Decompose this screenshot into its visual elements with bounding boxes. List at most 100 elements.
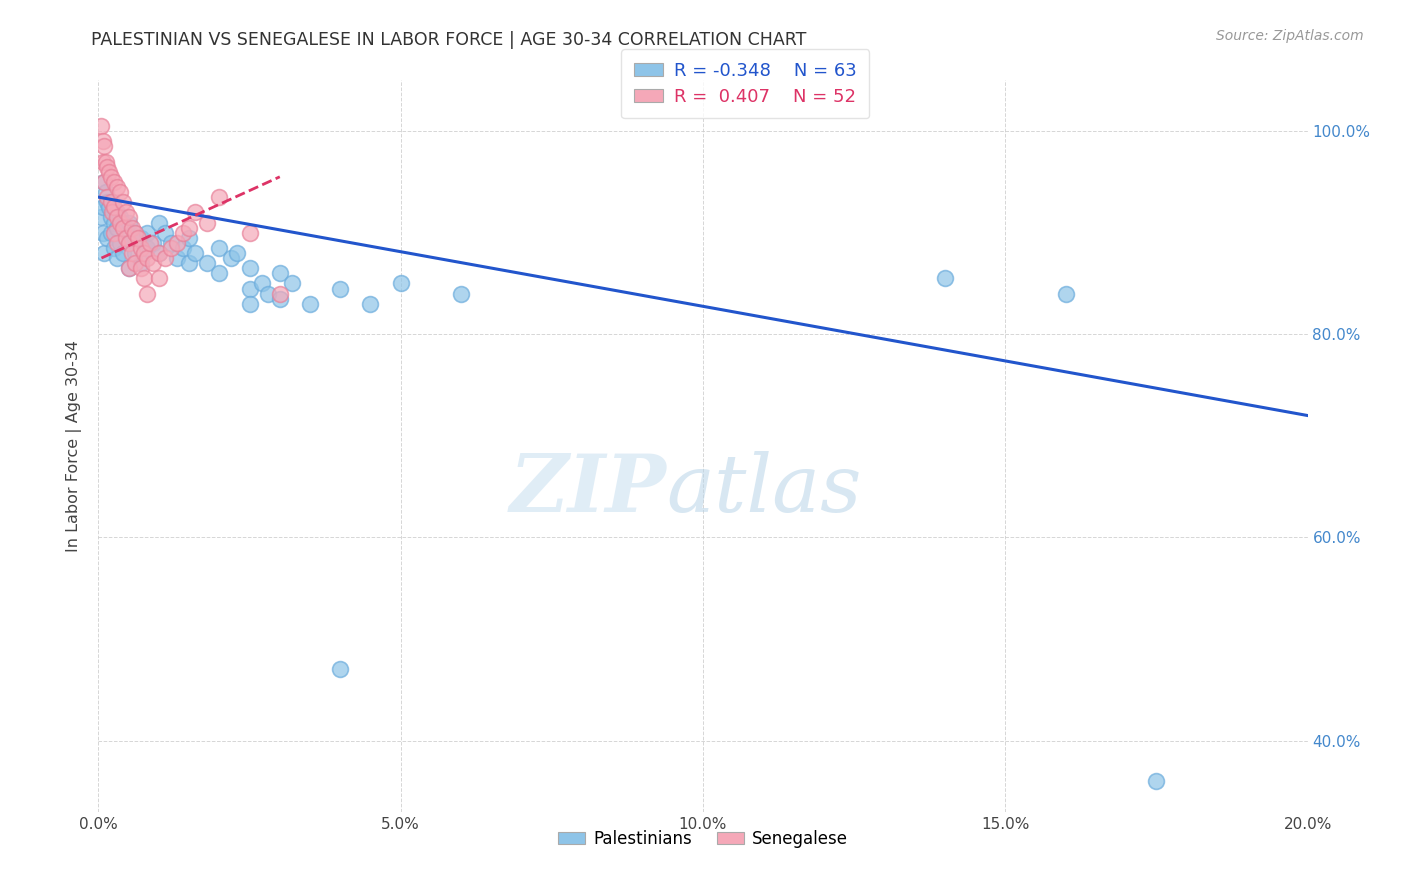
Text: Source: ZipAtlas.com: Source: ZipAtlas.com (1216, 29, 1364, 43)
Point (148, 246, 170, 260)
Point (91, 134, 114, 148)
Legend: Palestinians, Senegalese: Palestinians, Senegalese (551, 823, 855, 855)
Point (239, 297, 262, 311)
Point (135, 251, 157, 265)
Point (118, 215, 141, 229)
Point (329, 663, 352, 677)
Point (103, 241, 125, 255)
Point (98, 164, 121, 178)
Point (179, 256, 201, 270)
Point (91, 226, 114, 240)
Point (91, 154, 114, 169)
Point (105, 205, 128, 219)
Point (132, 246, 155, 260)
Point (103, 200, 125, 214)
Point (172, 241, 194, 255)
Point (100, 211, 122, 225)
Point (360, 297, 382, 311)
Point (98, 200, 121, 214)
Point (129, 231, 152, 245)
Point (118, 211, 141, 225)
Point (132, 271, 155, 285)
Point (100, 195, 122, 210)
Point (329, 281, 352, 295)
Point (166, 235, 188, 250)
Point (108, 185, 131, 199)
Point (118, 261, 141, 276)
Point (299, 297, 322, 311)
Point (103, 215, 125, 229)
Point (118, 235, 141, 250)
Point (114, 205, 136, 219)
Point (118, 261, 141, 276)
Point (148, 246, 170, 260)
Point (100, 205, 122, 219)
Point (269, 286, 291, 301)
Point (100, 226, 122, 240)
Point (96, 160, 118, 174)
Point (129, 256, 152, 270)
Point (114, 231, 136, 245)
Point (105, 235, 128, 250)
Point (111, 195, 134, 210)
Point (91, 200, 114, 214)
Point (105, 251, 128, 265)
Point (94, 185, 117, 199)
Point (160, 235, 183, 250)
Point (160, 241, 183, 255)
Point (179, 220, 201, 235)
Point (129, 261, 152, 276)
Text: ZIP: ZIP (510, 451, 666, 529)
Point (121, 246, 143, 260)
Point (250, 277, 273, 291)
Point (135, 286, 157, 301)
Point (239, 281, 262, 295)
Point (96, 190, 118, 204)
Point (93, 139, 115, 153)
Point (148, 215, 170, 229)
Point (118, 235, 141, 250)
Point (135, 226, 157, 240)
Point (208, 266, 231, 280)
Point (1146, 774, 1168, 789)
Point (269, 292, 291, 306)
Point (105, 211, 128, 225)
Point (153, 251, 176, 265)
Point (166, 251, 188, 265)
Point (256, 286, 278, 301)
Point (105, 180, 128, 194)
Point (450, 286, 472, 301)
Point (93, 175, 115, 189)
Point (148, 271, 170, 285)
Point (184, 246, 207, 260)
Point (96, 195, 118, 210)
Point (281, 277, 304, 291)
Point (108, 235, 131, 250)
Point (208, 241, 231, 255)
Point (96, 231, 118, 245)
Point (153, 226, 176, 240)
Point (103, 226, 125, 240)
Point (389, 277, 412, 291)
Point (124, 226, 146, 240)
Point (226, 246, 249, 260)
Point (114, 220, 136, 235)
Point (142, 256, 165, 270)
Point (105, 220, 128, 235)
Point (239, 261, 262, 276)
Point (108, 211, 131, 225)
Point (111, 246, 134, 260)
Point (100, 169, 122, 184)
Point (124, 226, 146, 240)
Point (172, 226, 194, 240)
Point (93, 246, 115, 260)
Point (121, 220, 143, 235)
Point (195, 215, 218, 229)
Point (111, 220, 134, 235)
Point (139, 235, 162, 250)
Point (1054, 286, 1077, 301)
Text: atlas: atlas (666, 451, 862, 529)
Point (90, 119, 112, 133)
Point (184, 205, 207, 219)
Point (208, 190, 231, 204)
